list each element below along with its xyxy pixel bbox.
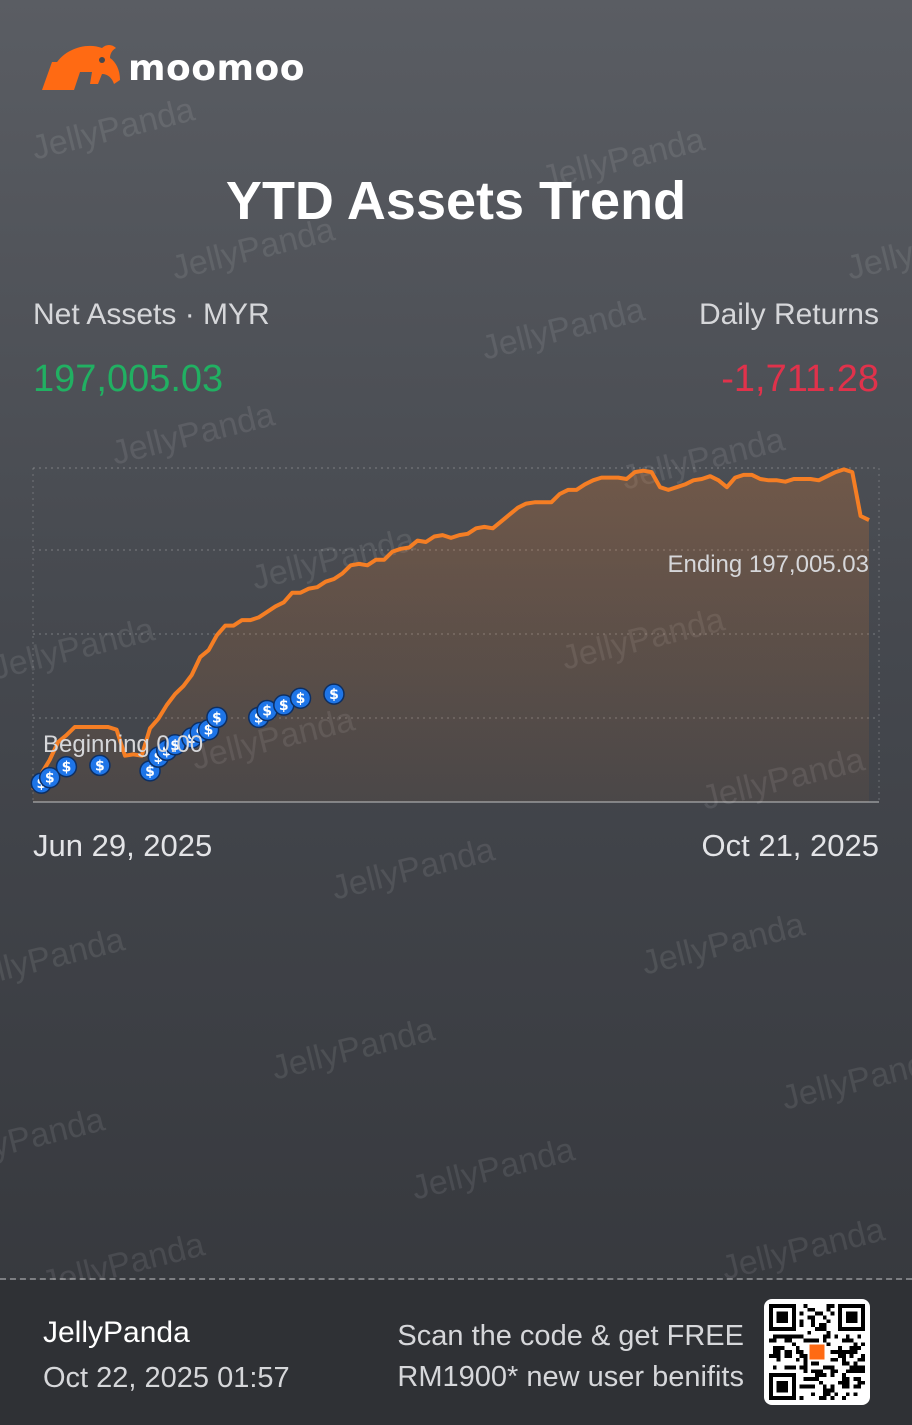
moomoo-logo: moomoo xyxy=(40,40,305,96)
watermark-text: JellyPanda xyxy=(27,90,199,168)
svg-text:$: $ xyxy=(45,771,55,787)
svg-text:$: $ xyxy=(36,776,46,792)
brand-name: moomoo xyxy=(128,47,305,89)
deposit-marker: $ xyxy=(273,694,295,716)
deposit-marker: $ xyxy=(55,755,78,778)
deposit-marker: $ xyxy=(181,727,203,749)
page-title: YTD Assets Trend xyxy=(225,171,687,231)
watermark-text: JellyPanda xyxy=(697,740,869,818)
promo-text: Scan the code & get FREE RM1900* new use… xyxy=(397,1316,744,1398)
deposit-marker: $ xyxy=(89,754,111,777)
daily-returns-value: -1,711.28 xyxy=(721,358,879,400)
deposit-marker: $ xyxy=(256,699,278,722)
svg-text:$: $ xyxy=(95,758,105,774)
watermark-text: JellyPanda xyxy=(0,920,129,998)
user-name: JellyPanda xyxy=(43,1316,190,1349)
assets-trend-chart: Ending 197,005.03 $$$ $ $$$$ $$$$ $$ $ $ $ Begi… xyxy=(30,467,880,802)
deposit-marker: $ xyxy=(197,718,220,741)
svg-text:$: $ xyxy=(62,760,72,776)
watermark-text: JellyPanda xyxy=(327,830,499,908)
svg-text:$: $ xyxy=(279,698,289,714)
watermark-text: JellyPanda xyxy=(267,1010,439,1088)
watermark-text: JellyPanda xyxy=(477,290,649,368)
deposit-marker: $ xyxy=(206,706,228,729)
svg-text:$: $ xyxy=(154,750,164,766)
svg-text:$: $ xyxy=(145,764,155,780)
series-line xyxy=(31,467,870,791)
deposit-marker: $ xyxy=(38,766,61,789)
svg-text:$: $ xyxy=(162,743,172,759)
watermark-text: JellyPanda xyxy=(717,1210,889,1288)
svg-text:$: $ xyxy=(329,687,339,703)
deposit-marker: $ xyxy=(139,760,161,782)
watermark-text: JellyPanda xyxy=(0,610,159,688)
watermark-text: JellyPanda xyxy=(187,700,359,778)
net-assets-label: Net Assets · MYR xyxy=(33,298,270,331)
x-start-date: Jun 29, 2025 xyxy=(33,828,213,863)
deposit-marker: $ xyxy=(147,746,170,768)
deposit-marker: $ xyxy=(164,734,186,756)
qr-code-icon xyxy=(769,1304,865,1400)
deposit-marker: $ xyxy=(289,687,312,709)
watermark-text: JellyPanda xyxy=(637,905,809,983)
deposit-markers: $$$ $ $$$$ $$$$ $$ $ $ $ xyxy=(30,683,345,794)
footer xyxy=(0,1280,912,1425)
daily-returns-label: Daily Returns xyxy=(698,298,879,331)
watermark-text: JellyPanda xyxy=(0,1100,109,1178)
svg-text:$: $ xyxy=(262,704,272,720)
footer-divider xyxy=(0,1278,912,1280)
bull-logo-icon xyxy=(42,45,120,90)
svg-text:$: $ xyxy=(212,710,222,726)
watermark-text: JellyPanda xyxy=(617,420,789,498)
svg-text:$: $ xyxy=(296,691,306,707)
timestamp: Oct 22, 2025 01:57 xyxy=(43,1362,290,1394)
qr-code[interactable] xyxy=(764,1299,870,1405)
deposit-marker: $ xyxy=(30,772,53,794)
ending-label: Ending 197,005.03 xyxy=(667,551,869,578)
deposit-marker: $ xyxy=(156,739,178,762)
watermark-text: JellyPanda xyxy=(247,520,419,598)
svg-text:$: $ xyxy=(187,731,197,747)
watermark-text: JellyPanda xyxy=(407,1130,579,1208)
deposit-marker: $ xyxy=(189,721,211,744)
deposit-marker: $ xyxy=(247,706,270,729)
watermark-text: JellyPanda xyxy=(107,395,279,473)
promo-line-2: RM1900* new user benifits xyxy=(397,1361,744,1393)
svg-text:$: $ xyxy=(204,723,214,739)
promo-line-1: Scan the code & get FREE xyxy=(397,1320,744,1352)
svg-text:$: $ xyxy=(195,725,205,741)
net-assets-value: 197,005.03 xyxy=(33,358,224,400)
beginning-label: Beginning 0.00 xyxy=(43,731,203,758)
svg-text:$: $ xyxy=(170,738,180,754)
deposit-marker: $ xyxy=(323,683,345,705)
chart-grid xyxy=(32,467,880,802)
x-end-date: Oct 21, 2025 xyxy=(701,828,879,863)
series-area xyxy=(33,469,869,802)
svg-text:$: $ xyxy=(254,710,264,726)
watermark-text: JellyPanda xyxy=(557,600,729,678)
watermark-text: JellyPanda xyxy=(777,1040,912,1118)
